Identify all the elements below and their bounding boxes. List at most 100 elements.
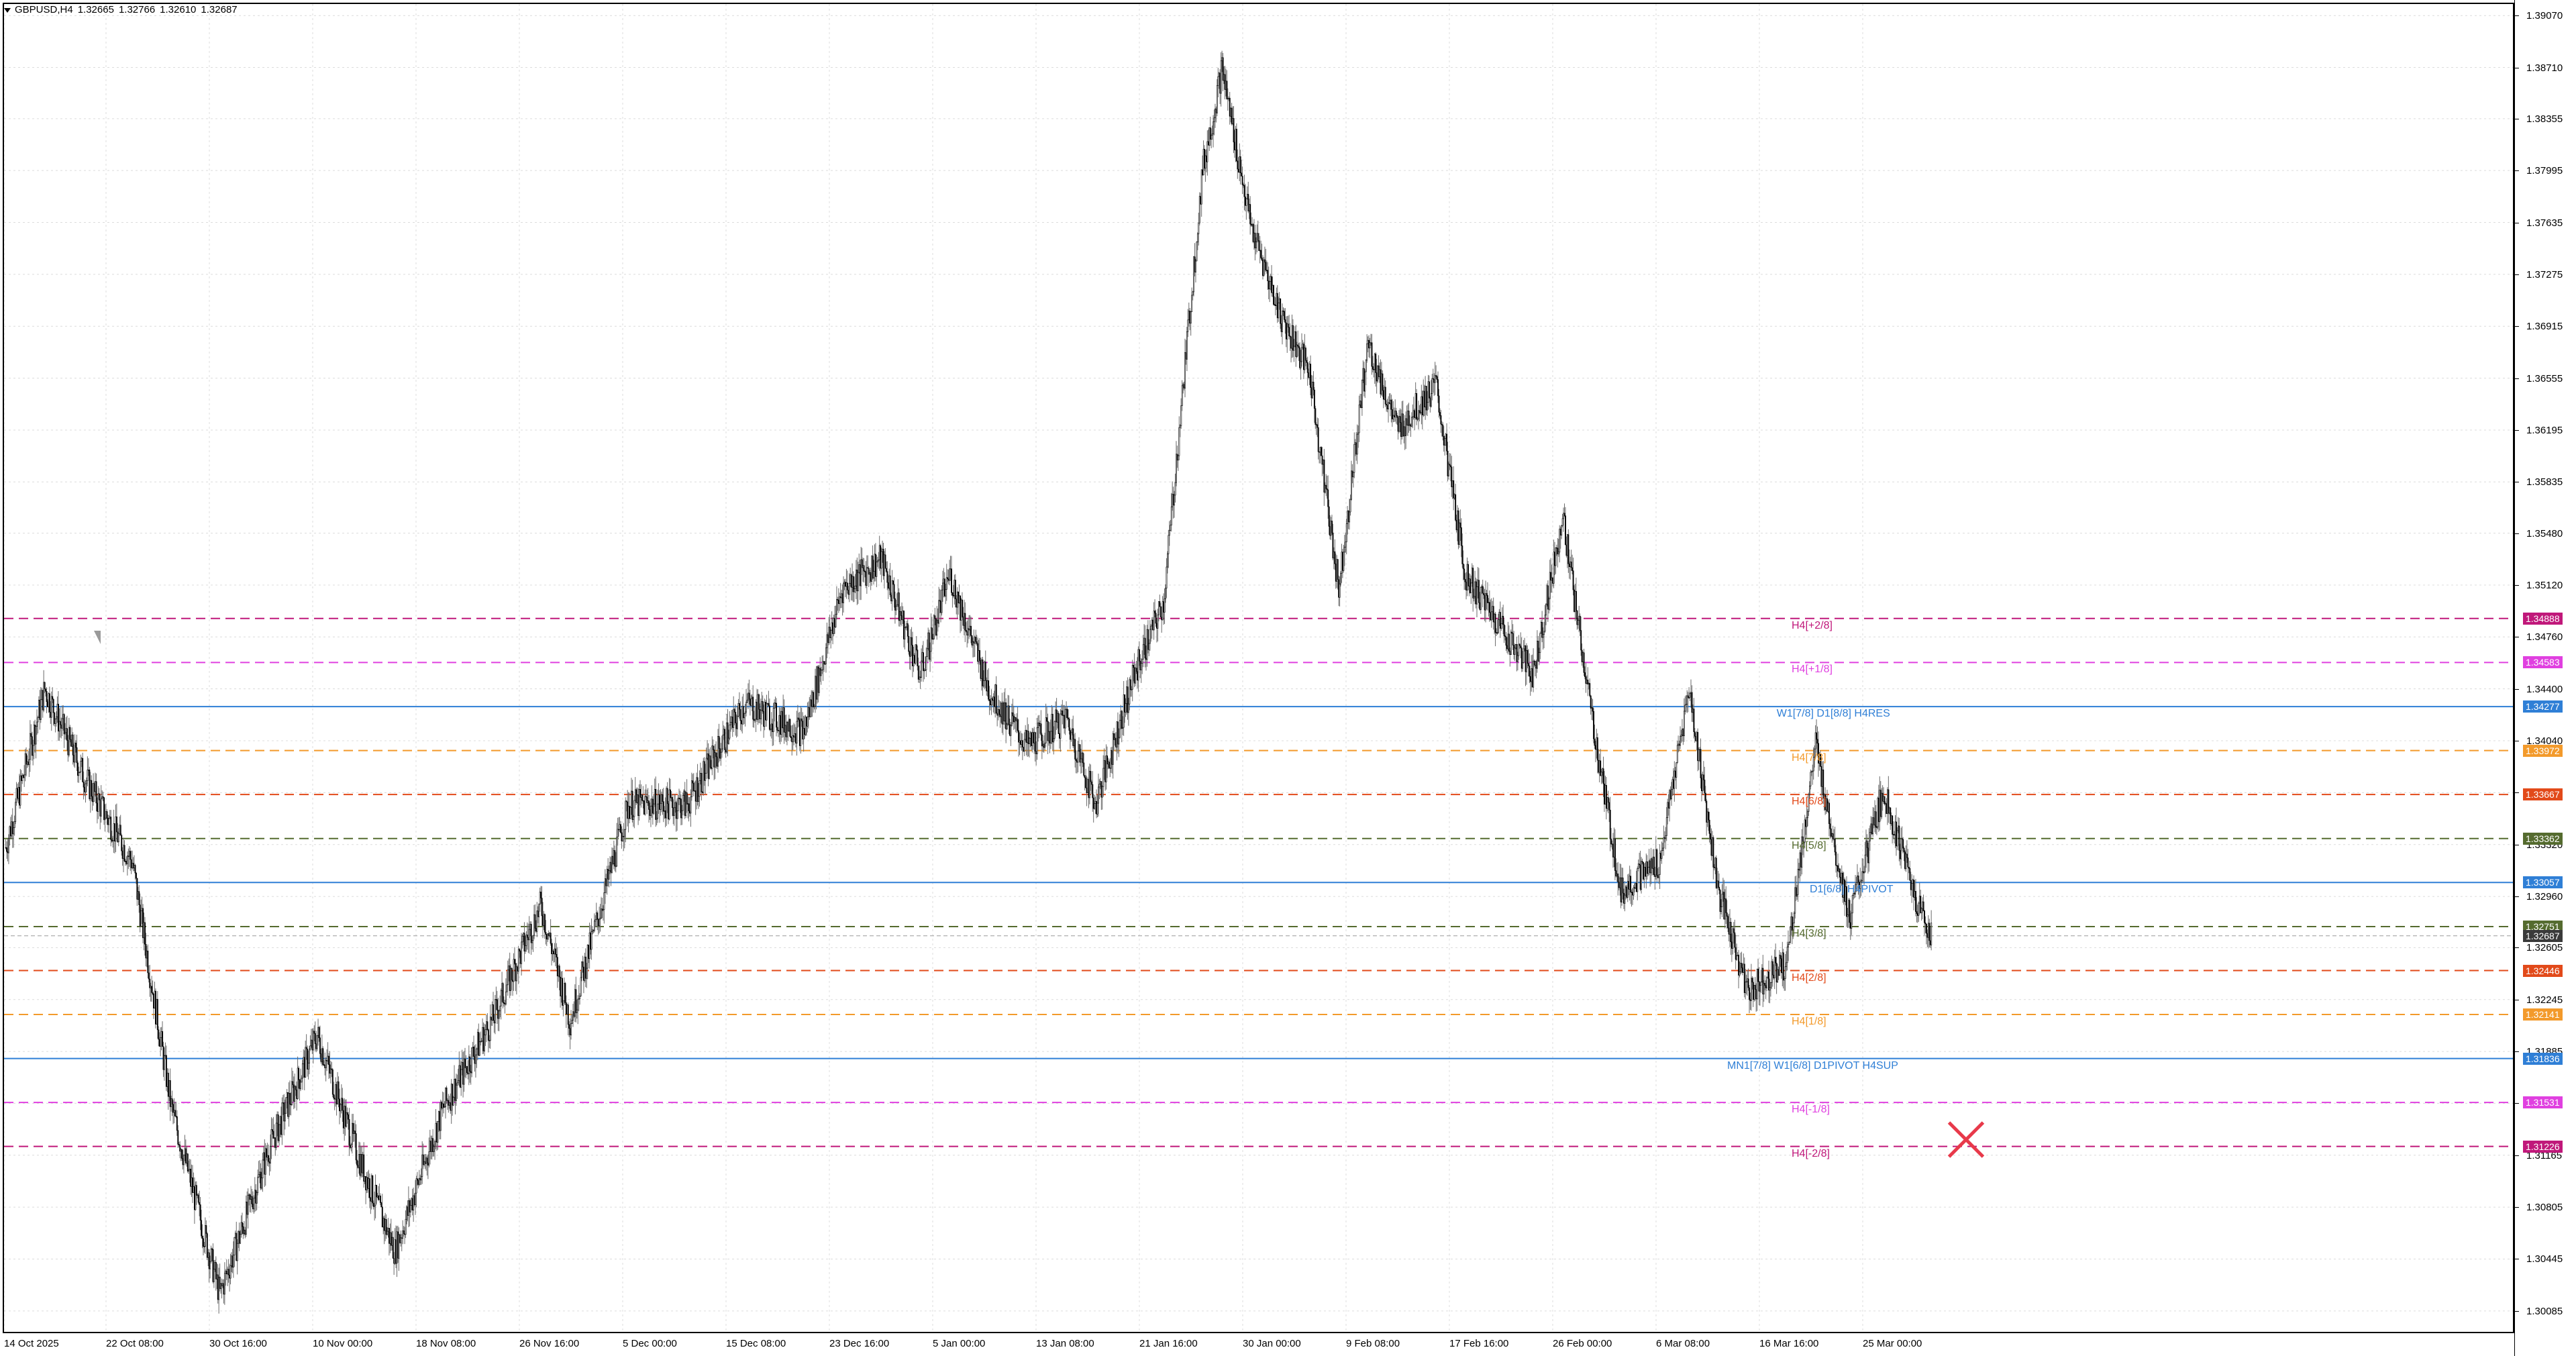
candle-body: [633, 800, 635, 817]
candle-body: [537, 910, 539, 917]
candle-body: [1775, 957, 1777, 963]
candle-body: [52, 696, 54, 700]
candle-body: [1210, 135, 1213, 140]
candle-body: [1126, 686, 1128, 704]
candle-body: [974, 637, 976, 643]
candle-body: [1247, 194, 1249, 211]
candle-body: [898, 592, 900, 621]
candle-body: [921, 652, 923, 662]
candle-body: [382, 1218, 384, 1228]
price-tick-label: 1.35120: [2526, 579, 2563, 591]
candle-body: [158, 1039, 160, 1047]
candle-body: [276, 1114, 278, 1124]
candle-body: [109, 817, 111, 819]
candle-body: [919, 676, 921, 680]
candle-body: [917, 666, 919, 680]
candle-body: [1570, 562, 1572, 568]
price-tick-label: 1.36915: [2526, 321, 2563, 333]
candle-body: [413, 1195, 415, 1211]
price-tick-mark: [2515, 584, 2519, 586]
time-tick-label: 23 Dec 16:00: [829, 1338, 890, 1349]
candle-body: [234, 1233, 236, 1238]
candle-body: [968, 628, 970, 631]
candle-body: [89, 780, 91, 799]
candle-body: [407, 1200, 409, 1216]
candle-body: [1070, 732, 1072, 740]
candle-body: [1053, 738, 1055, 743]
candle-body: [1563, 513, 1565, 517]
candle-body: [1198, 222, 1200, 234]
candle-body: [505, 991, 507, 1004]
candle-body: [468, 1056, 470, 1074]
time-tick-label: 25 Mar 00:00: [1863, 1338, 1922, 1349]
grid: [3, 4, 2513, 1332]
candle-body: [1349, 499, 1351, 513]
candle-body: [1156, 623, 1157, 629]
candle-body: [941, 589, 943, 613]
candle-body: [688, 803, 690, 812]
candle-body: [1759, 985, 1761, 992]
candle-body: [199, 1204, 201, 1221]
candle-body: [220, 1283, 222, 1290]
candle-body: [568, 1024, 570, 1029]
candle-body: [1204, 155, 1206, 169]
candle-body: [58, 721, 60, 732]
candle-body: [729, 722, 731, 725]
candle-body: [684, 790, 686, 816]
dropdown-arrow-icon[interactable]: [4, 7, 11, 13]
candle-body: [1257, 233, 1259, 241]
candle-body: [1535, 661, 1537, 669]
candle-body: [1351, 470, 1353, 478]
candle-body: [886, 571, 888, 583]
candle-body: [1090, 771, 1092, 782]
candle-body: [943, 578, 945, 584]
candle-body: [95, 781, 97, 804]
candle-body: [1602, 768, 1604, 784]
candle-body: [923, 670, 925, 672]
candle-body: [387, 1228, 389, 1232]
candle-body: [1779, 955, 1780, 976]
candle-body: [829, 627, 831, 638]
candle-body: [285, 1097, 287, 1114]
candle-body: [972, 641, 974, 645]
candle-body: [754, 719, 756, 721]
candle-body: [1294, 331, 1296, 347]
candle-body: [1455, 519, 1457, 531]
price-tick-label: 1.37995: [2526, 165, 2563, 177]
candle-body: [1928, 923, 1930, 941]
candle-body: [1237, 168, 1239, 172]
candle-body: [1826, 798, 1828, 812]
candle-body: [1467, 564, 1469, 586]
price-tick-mark: [2515, 688, 2519, 690]
candle-body: [662, 794, 664, 802]
candle-body: [870, 572, 872, 582]
candle-body: [1379, 369, 1380, 378]
candle-body: [1720, 906, 1722, 912]
candle-body: [1219, 72, 1221, 94]
candle-body: [484, 1029, 486, 1035]
candle-body: [154, 990, 156, 1009]
candle-body: [1278, 298, 1280, 303]
candle-body: [507, 970, 509, 986]
candle-body: [1586, 680, 1588, 684]
candle-body: [852, 576, 854, 588]
candle-body: [25, 753, 28, 765]
candle-body: [52, 698, 54, 713]
candle-body: [309, 1045, 311, 1050]
candle-body: [1166, 566, 1168, 588]
candle-body: [701, 792, 703, 793]
candle-body: [914, 655, 915, 664]
candle-body: [951, 592, 954, 596]
candle-body: [142, 908, 144, 939]
candle-body: [1168, 529, 1170, 536]
candle-body: [566, 1004, 568, 1015]
candle-body: [1131, 688, 1133, 690]
candle-body: [356, 1159, 358, 1165]
price-tick-mark: [2515, 378, 2519, 379]
close-position-icon[interactable]: [1946, 1119, 1986, 1159]
candle-body: [1347, 511, 1349, 524]
candle-body: [1582, 652, 1584, 662]
candle-body: [1841, 872, 1843, 884]
